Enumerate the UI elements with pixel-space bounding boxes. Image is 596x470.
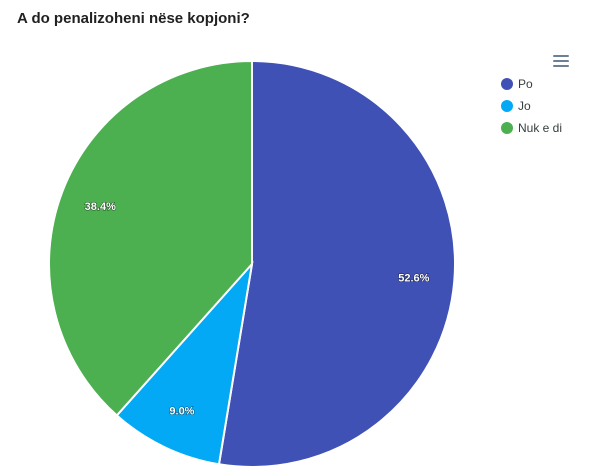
data-label-jo: 9.0% <box>169 406 194 418</box>
pie-slice-po[interactable] <box>217 59 456 468</box>
legend-item-nuk-e-di[interactable]: Nuk e di <box>501 117 562 139</box>
legend-item-po[interactable]: Po <box>501 73 562 95</box>
pie-slice-nuk-e-di[interactable] <box>48 59 253 417</box>
legend-label-nuk-e-di: Nuk e di <box>518 121 563 135</box>
legend-label-jo: Jo <box>518 99 531 113</box>
legend-marker-jo <box>501 100 513 112</box>
hamburger-menu-icon[interactable] <box>553 55 569 69</box>
pie-slice-jo[interactable] <box>115 260 254 466</box>
legend-marker-po <box>501 78 513 90</box>
legend-label-po: Po <box>518 77 533 91</box>
legend-marker-nuk-e-di <box>501 122 513 134</box>
data-label-po: 52.6% <box>398 272 429 284</box>
chart-title: A do penalizoheni nëse kopjoni? <box>17 10 250 27</box>
legend: Po Jo Nuk e di <box>501 73 562 139</box>
data-label-nuk-e-di: 38.4% <box>85 201 116 213</box>
legend-item-jo[interactable]: Jo <box>501 95 562 117</box>
